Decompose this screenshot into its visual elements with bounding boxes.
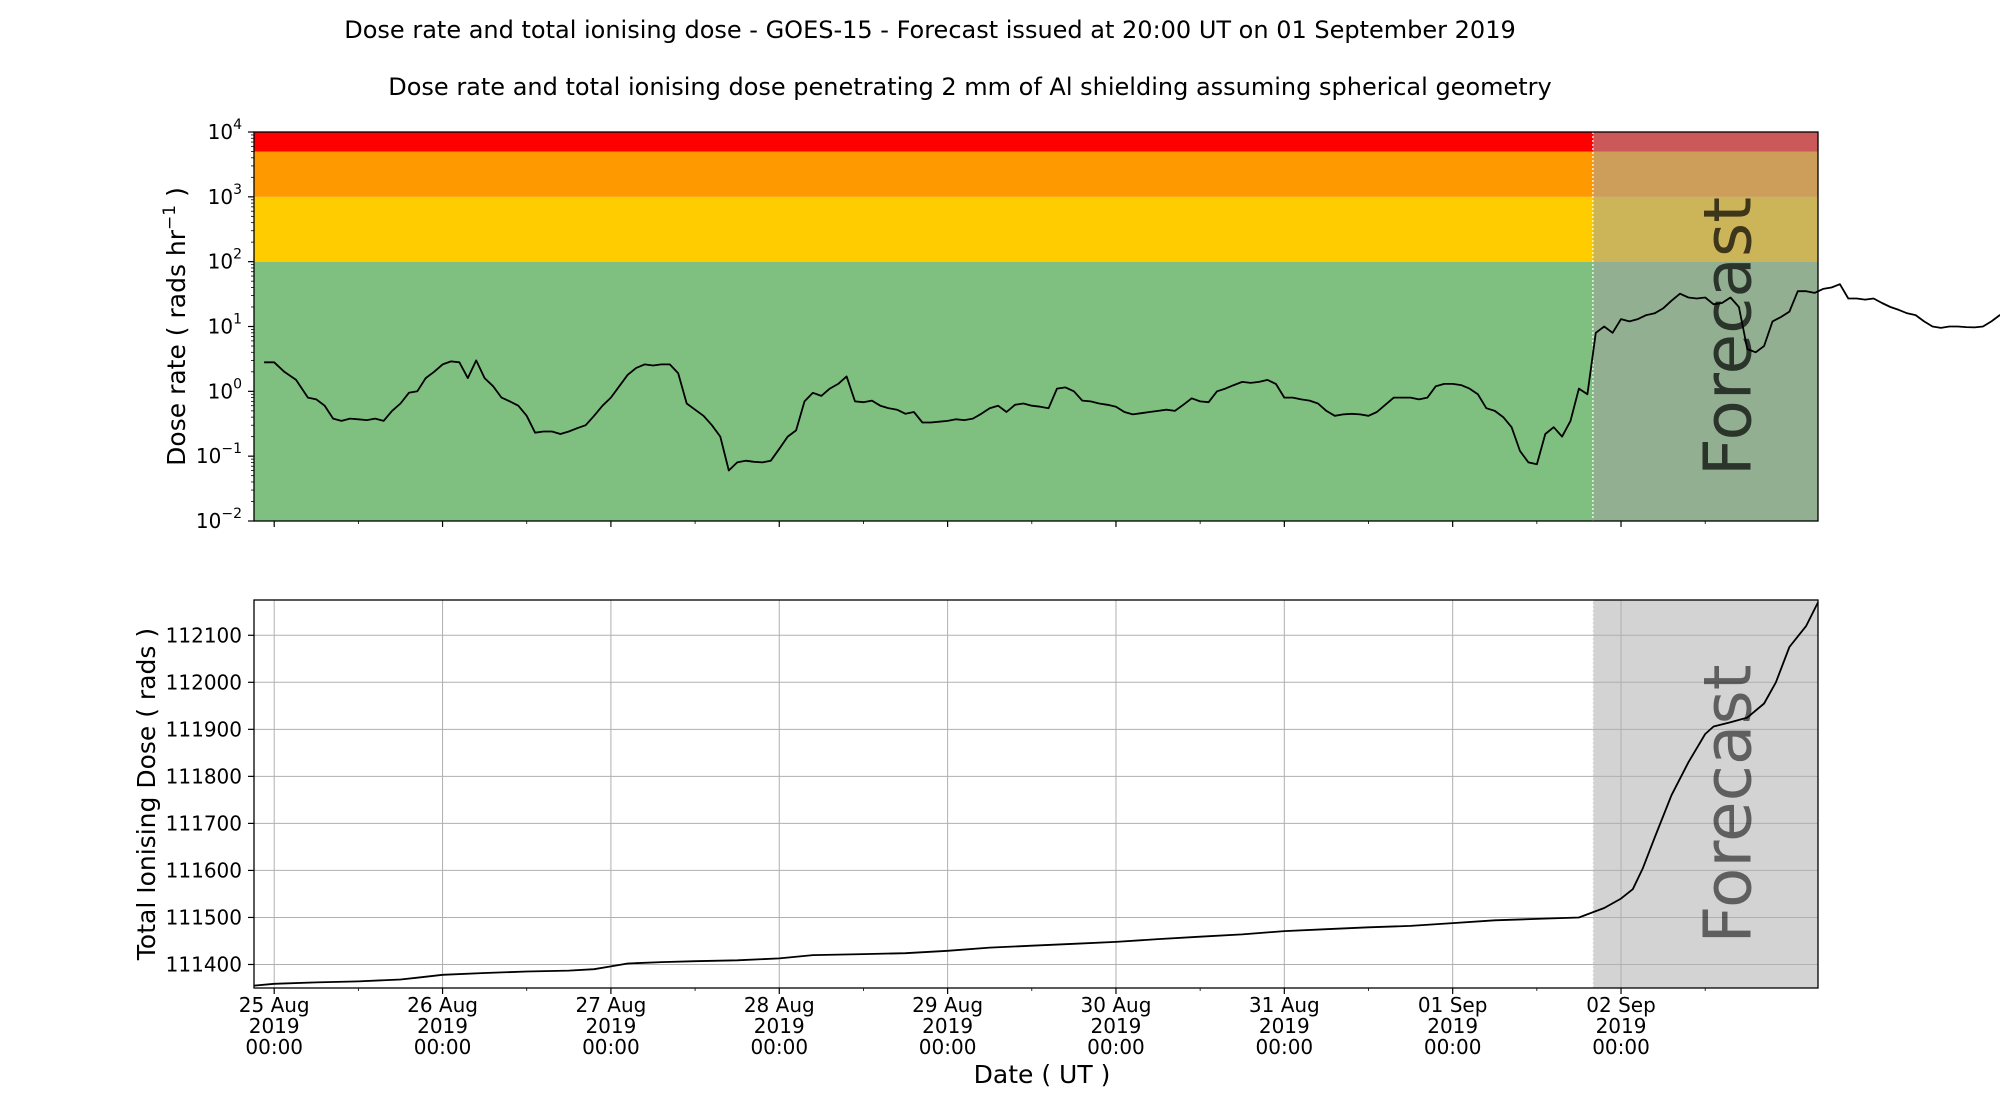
x-axis-label: Date ( UT ): [974, 1060, 1111, 1089]
threshold-band-1: [254, 196, 1818, 262]
y-tick-label-bottom-2: 111600: [166, 858, 242, 882]
y-tick-label-bottom-4: 111800: [166, 764, 242, 788]
chart-subtitle: Dose rate and total ionising dose penetr…: [388, 73, 1552, 101]
x-tick-label-8: 02 Sep 2019 00:00: [1586, 993, 1656, 1059]
y-tick-label-top-5: 103: [208, 182, 242, 209]
y-tick-label-bottom-0: 111400: [166, 952, 242, 976]
y-tick-label-top-4: 102: [208, 247, 242, 274]
threshold-band-3: [254, 132, 1818, 152]
total-dose-line: [253, 601, 1819, 987]
threshold-band-2: [254, 151, 1818, 197]
dose-rate-line: [264, 283, 2000, 472]
forecast-label: Forecast: [1689, 197, 1766, 476]
y-tick-label-bottom-5: 111900: [166, 717, 242, 741]
y-axis-label-bottom: Total Ionising Dose ( rads ): [132, 628, 161, 961]
x-tick-label-7: 01 Sep 2019 00:00: [1418, 993, 1488, 1059]
x-tick-label-4: 29 Aug 2019 00:00: [912, 993, 983, 1059]
y-tick-label-bottom-7: 112100: [166, 623, 242, 647]
total-dose-frame: [253, 599, 1819, 989]
x-tick-label-2: 27 Aug 2019 00:00: [575, 993, 646, 1059]
y-tick-label-top-6: 104: [208, 117, 242, 144]
forecast-label-bottom: Forecast: [1689, 664, 1766, 943]
dose-rate-panel: Forecast 10−2 10−1 100 101 102 103 104 Dose rate…: [160, 117, 2000, 533]
total-dose-panel: Forecast 111400 111500 111600 111700 111800 11…: [132, 599, 1819, 1059]
y-tick-label-top-1: 10−1: [196, 441, 242, 468]
y-tick-label-bottom-1: 111500: [166, 905, 242, 929]
x-tick-label-1: 26 Aug 2019 00:00: [407, 993, 478, 1059]
y-tick-label-top-0: 10−2: [196, 506, 242, 533]
y-tick-label-bottom-3: 111700: [166, 811, 242, 835]
threshold-band-0: [254, 261, 1818, 521]
forecast-region: [1592, 132, 1818, 521]
x-tick-label-6: 31 Aug 2019 00:00: [1249, 993, 1320, 1059]
x-tick-label-5: 30 Aug 2019 00:00: [1081, 993, 1152, 1059]
y-axis-label-top: Dose rate ( rads hr−1 ): [160, 187, 191, 466]
x-tick-label-3: 28 Aug 2019 00:00: [744, 993, 815, 1059]
forecast-region-bottom: [1592, 600, 1818, 988]
y-tick-label-top-3: 101: [208, 312, 242, 339]
x-tick-label-0: 25 Aug 2019 00:00: [239, 993, 310, 1059]
y-tick-label-bottom-6: 112000: [166, 670, 242, 694]
y-tick-label-top-2: 100: [208, 376, 242, 403]
chart-title: Dose rate and total ionising dose - GOES…: [344, 16, 1516, 44]
